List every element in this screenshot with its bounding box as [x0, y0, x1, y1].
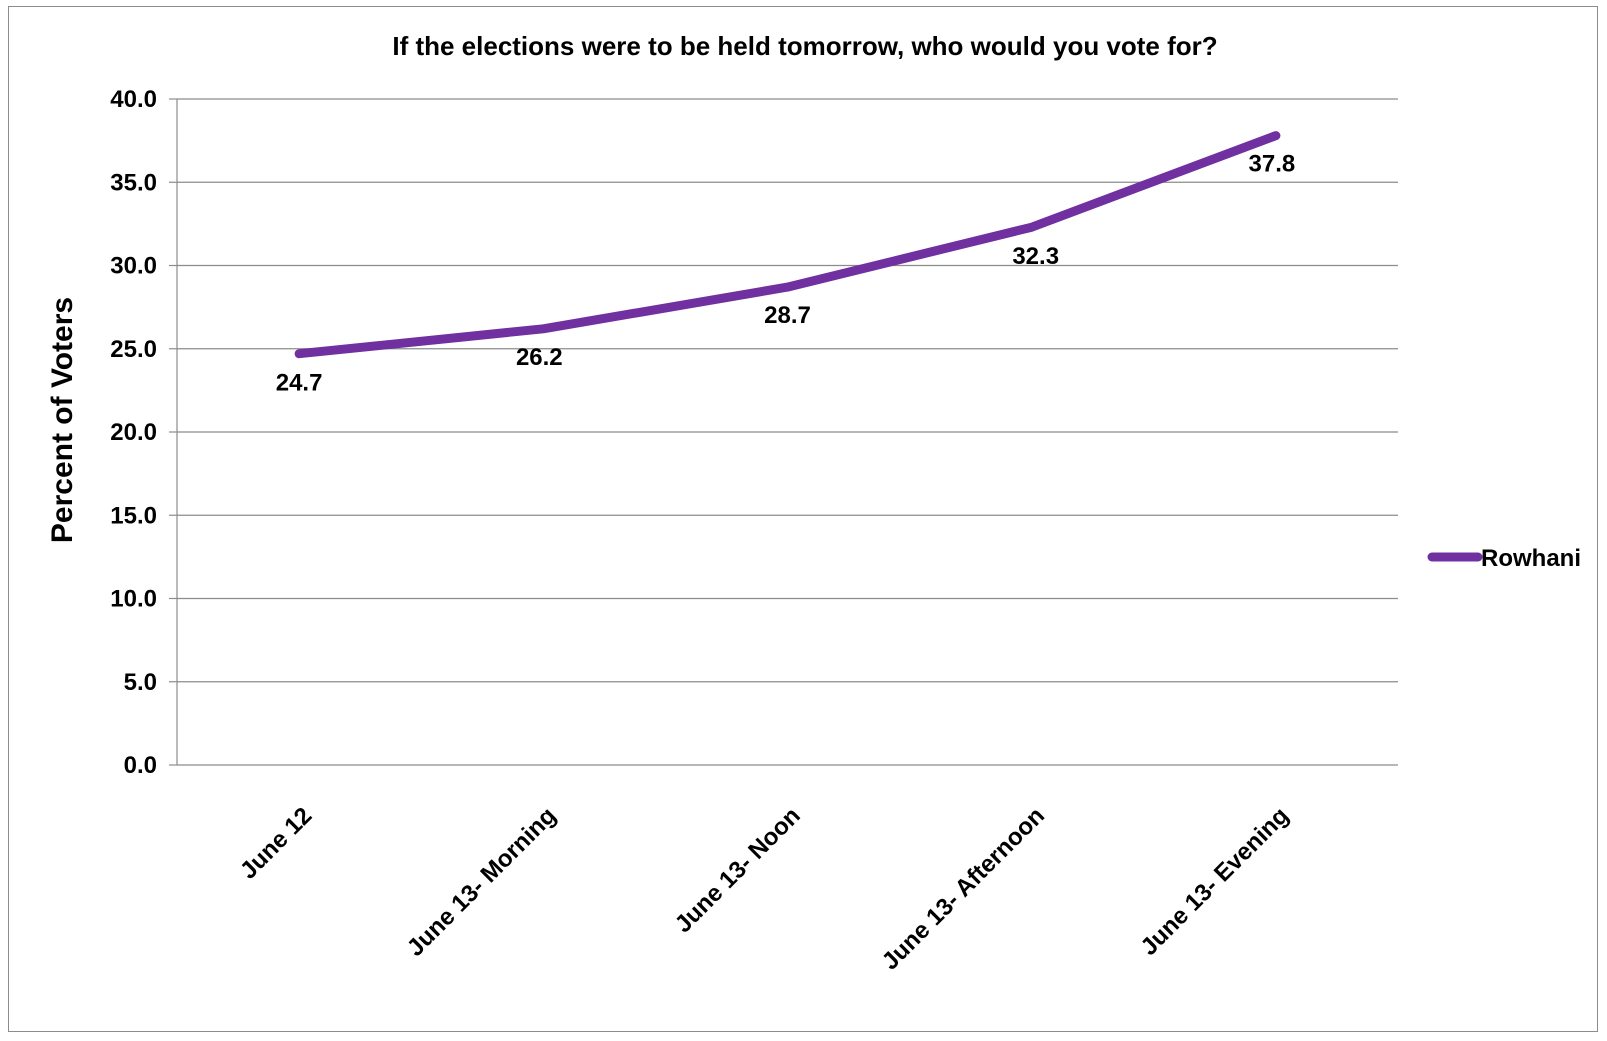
y-tick-label: 30.0 [110, 253, 157, 280]
x-tick-label: June 12 [235, 802, 317, 884]
series-lines [294, 131, 1281, 359]
axes [169, 98, 178, 766]
y-tick-label: 0.0 [124, 752, 157, 779]
y-tick-label: 25.0 [110, 336, 157, 363]
x-axis-ticks: June 12 June 13- Morning June 13- Noon June… [235, 802, 1294, 975]
gridlines [177, 98, 1398, 766]
x-tick-label: June 13- Evening [1135, 802, 1294, 961]
legend: Rowhani [1427, 545, 1581, 572]
y-axis-ticks: 0.0 5.0 10.0 15.0 20.0 25.0 30.0 35.0 40.0 [110, 86, 157, 779]
y-tick-label: 10.0 [110, 586, 157, 613]
data-label: 24.7 [276, 370, 323, 397]
y-axis-title: Percent of Voters [46, 297, 79, 543]
x-tick-label: June 13- Morning [402, 802, 562, 962]
x-tick-label: June 13- Afternoon [877, 802, 1050, 975]
y-tick-label: 15.0 [110, 502, 157, 529]
data-label: 37.8 [1249, 151, 1296, 178]
data-labels: 24.7 26.2 28.7 32.3 37.8 [276, 151, 1296, 397]
chart-frame [8, 6, 1598, 1032]
y-tick-label: 20.0 [110, 419, 157, 446]
x-tick-label: June 13- Noon [670, 802, 806, 938]
y-tick-label: 40.0 [110, 86, 157, 113]
y-tick-label: 35.0 [110, 169, 157, 196]
y-tick-label: 5.0 [124, 669, 157, 696]
series-line-rowhani [294, 131, 1281, 359]
data-label: 28.7 [764, 302, 811, 329]
data-label: 32.3 [1012, 243, 1059, 270]
data-label: 26.2 [516, 344, 563, 371]
chart-title: If the elections were to be held tomorro… [392, 31, 1217, 61]
legend-label: Rowhani [1481, 545, 1581, 572]
